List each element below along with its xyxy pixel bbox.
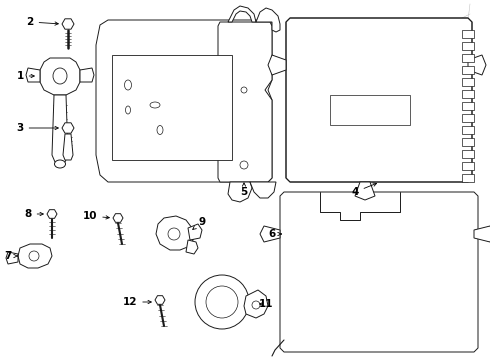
Bar <box>112 55 232 160</box>
Ellipse shape <box>240 161 248 169</box>
Ellipse shape <box>195 275 249 329</box>
Ellipse shape <box>54 160 66 168</box>
Bar <box>462 66 474 74</box>
Polygon shape <box>26 68 40 82</box>
Text: 12: 12 <box>123 297 151 307</box>
Bar <box>462 174 474 182</box>
Ellipse shape <box>241 87 247 93</box>
Polygon shape <box>228 6 256 22</box>
Ellipse shape <box>53 68 67 84</box>
Text: 11: 11 <box>259 299 273 309</box>
Polygon shape <box>260 226 280 242</box>
Text: 1: 1 <box>16 71 34 81</box>
Text: 3: 3 <box>16 123 58 133</box>
Polygon shape <box>244 290 268 318</box>
Bar <box>462 42 474 50</box>
Polygon shape <box>355 182 375 200</box>
Ellipse shape <box>206 286 238 318</box>
Bar <box>462 114 474 122</box>
Polygon shape <box>218 22 272 182</box>
Text: 9: 9 <box>193 217 206 229</box>
Polygon shape <box>96 20 272 182</box>
Polygon shape <box>474 226 490 242</box>
Text: 2: 2 <box>26 17 58 27</box>
Ellipse shape <box>124 80 131 90</box>
Polygon shape <box>6 252 18 264</box>
Text: 8: 8 <box>24 209 43 219</box>
Polygon shape <box>256 8 280 32</box>
Ellipse shape <box>29 251 39 261</box>
Bar <box>462 30 474 38</box>
Ellipse shape <box>157 126 163 135</box>
Bar <box>462 162 474 170</box>
Polygon shape <box>18 244 52 268</box>
Bar <box>462 138 474 146</box>
Polygon shape <box>228 182 252 202</box>
Bar <box>330 95 410 125</box>
Bar <box>462 102 474 110</box>
Polygon shape <box>188 224 202 240</box>
Polygon shape <box>286 18 472 182</box>
Bar <box>462 54 474 62</box>
Polygon shape <box>186 240 198 254</box>
Polygon shape <box>250 182 276 198</box>
Polygon shape <box>156 216 194 250</box>
Text: 5: 5 <box>241 183 247 197</box>
Bar <box>462 150 474 158</box>
Ellipse shape <box>150 102 160 108</box>
Polygon shape <box>52 95 68 165</box>
Polygon shape <box>80 68 94 82</box>
Text: 10: 10 <box>83 211 109 221</box>
Bar <box>462 90 474 98</box>
Ellipse shape <box>168 228 180 240</box>
Polygon shape <box>63 134 73 160</box>
Polygon shape <box>40 58 80 95</box>
Text: 7: 7 <box>4 251 18 261</box>
Polygon shape <box>268 55 286 75</box>
Polygon shape <box>468 55 486 75</box>
Text: 4: 4 <box>351 183 376 197</box>
Ellipse shape <box>125 106 130 114</box>
Bar <box>462 78 474 86</box>
Ellipse shape <box>252 301 260 309</box>
Text: 6: 6 <box>269 229 281 239</box>
Bar <box>462 126 474 134</box>
Polygon shape <box>280 192 478 352</box>
